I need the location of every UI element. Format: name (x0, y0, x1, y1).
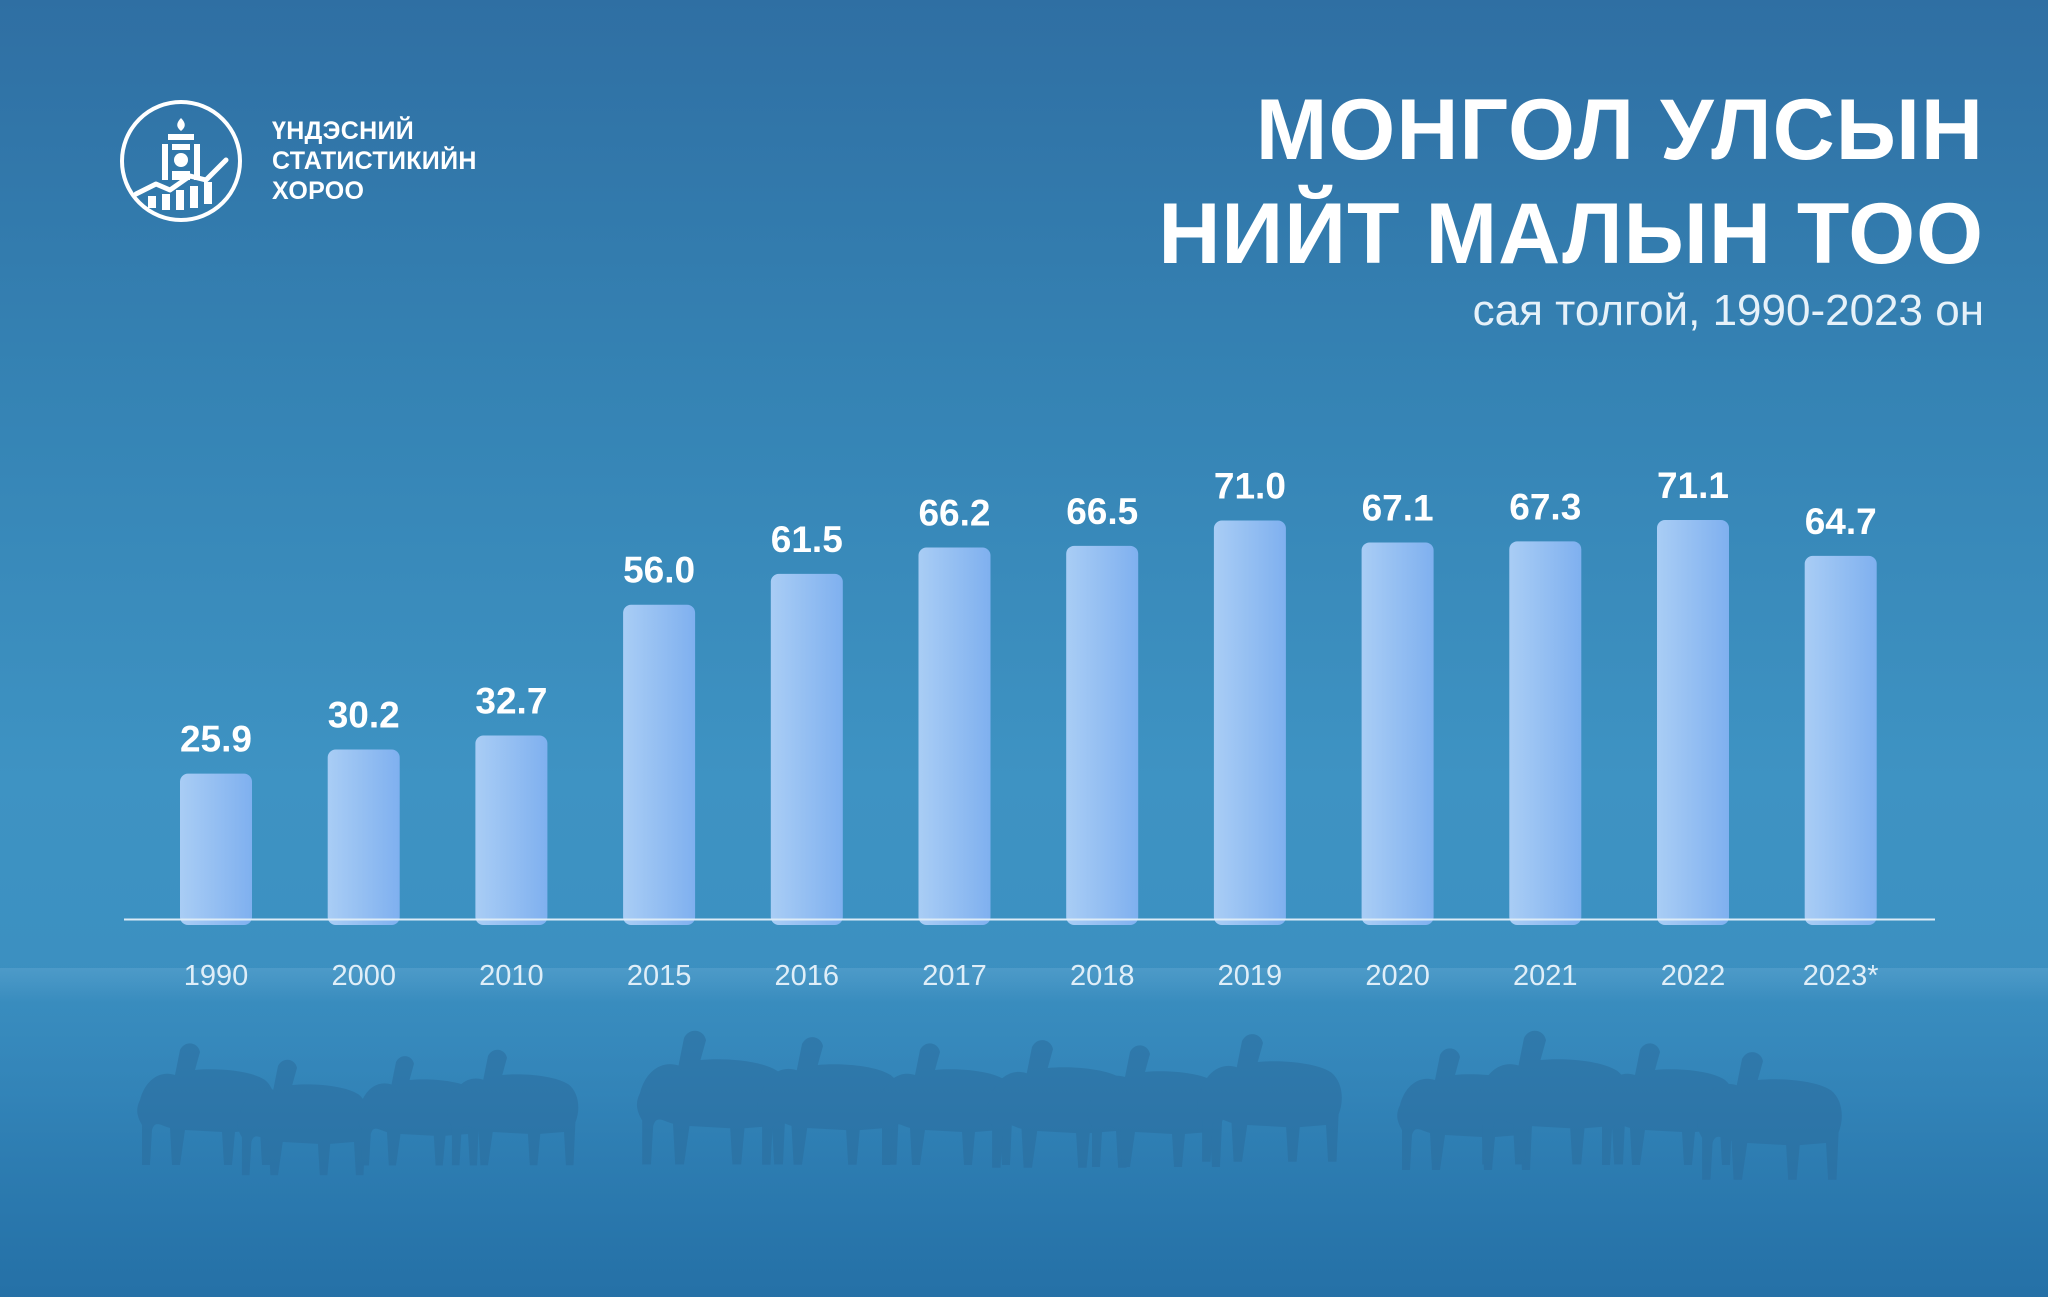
category-label-2021: 2021 (1513, 960, 1578, 992)
value-label-2019: 71.0 (1214, 466, 1286, 507)
logo-line-2: СТАТИСТИКИЙН (272, 147, 477, 175)
logo: ҮНДЭСНИЙ СТАТИСТИКИЙН ХОРОО (118, 98, 477, 224)
horse-silhouette (1697, 1052, 1842, 1180)
category-label-2016: 2016 (775, 960, 840, 992)
page-title: МОНГОЛ УЛСЫН НИЙТ МАЛЫН ТОО (1158, 78, 1984, 286)
bar-2017 (918, 547, 991, 925)
bar-2023* (1804, 555, 1877, 925)
value-label-2000: 30.2 (328, 695, 400, 736)
horse-silhouette (636, 1030, 789, 1165)
logo-text: ҮНДЭСНИЙ СТАТИСТИКИЙН ХОРОО (272, 116, 477, 206)
horse-silhouette (237, 1059, 369, 1176)
bar-2022 (1657, 520, 1729, 925)
category-label-2020: 2020 (1365, 960, 1430, 992)
horse-silhouette (137, 1043, 276, 1165)
bar-2010 (475, 735, 548, 925)
logo-line-1: ҮНДЭСНИЙ (272, 117, 414, 145)
category-label-1990: 1990 (184, 960, 249, 992)
horse-silhouette (1197, 1034, 1342, 1162)
value-label-2010: 32.7 (475, 680, 547, 721)
horse-silhouette (357, 1056, 482, 1166)
logo-line-3: ХОРОО (272, 177, 365, 205)
title-line-1: МОНГОЛ УЛСЫН (1255, 82, 1984, 178)
category-label-2019: 2019 (1218, 960, 1283, 992)
page-subtitle: сая толгой, 1990-2023 он (1472, 286, 1984, 335)
category-label-2017: 2017 (922, 960, 987, 992)
bar-2000 (327, 749, 400, 925)
bar-2015 (623, 604, 696, 925)
value-label-2020: 67.1 (1362, 487, 1434, 528)
bar-1990 (180, 773, 252, 925)
value-label-1990: 25.9 (180, 719, 252, 760)
value-label-2015: 56.0 (623, 550, 695, 591)
bar-2016 (770, 573, 843, 925)
bar-2021 (1509, 541, 1582, 925)
horse-silhouette (1476, 1030, 1629, 1165)
category-label-2015: 2015 (627, 960, 692, 992)
horizon-haze (0, 968, 2048, 1002)
category-label-2000: 2000 (331, 960, 396, 992)
category-label-2023*: 2023* (1803, 960, 1879, 992)
value-label-2022: 71.1 (1657, 465, 1729, 506)
category-label-2010: 2010 (479, 960, 544, 992)
horse-silhouette (447, 1049, 579, 1166)
title-line-2: НИЙТ МАЛЫН ТОО (1158, 186, 1984, 282)
bar-2020 (1361, 542, 1434, 925)
value-label-2018: 66.5 (1066, 491, 1138, 532)
horse-silhouette (1597, 1043, 1736, 1165)
value-label-2023*: 64.7 (1805, 501, 1877, 542)
category-label-2018: 2018 (1070, 960, 1135, 992)
value-label-2016: 61.5 (771, 519, 843, 560)
horse-silhouette (877, 1043, 1016, 1165)
national-statistics-emblem-icon (120, 100, 242, 222)
value-label-2017: 66.2 (918, 492, 990, 533)
category-label-2022: 2022 (1661, 960, 1726, 992)
value-label-2021: 67.3 (1509, 486, 1581, 527)
horse-silhouette (757, 1037, 902, 1165)
horse-silhouette (987, 1040, 1132, 1168)
bar-2019 (1213, 520, 1286, 925)
bar-2018 (1066, 545, 1139, 925)
horse-silhouette (1087, 1045, 1226, 1167)
